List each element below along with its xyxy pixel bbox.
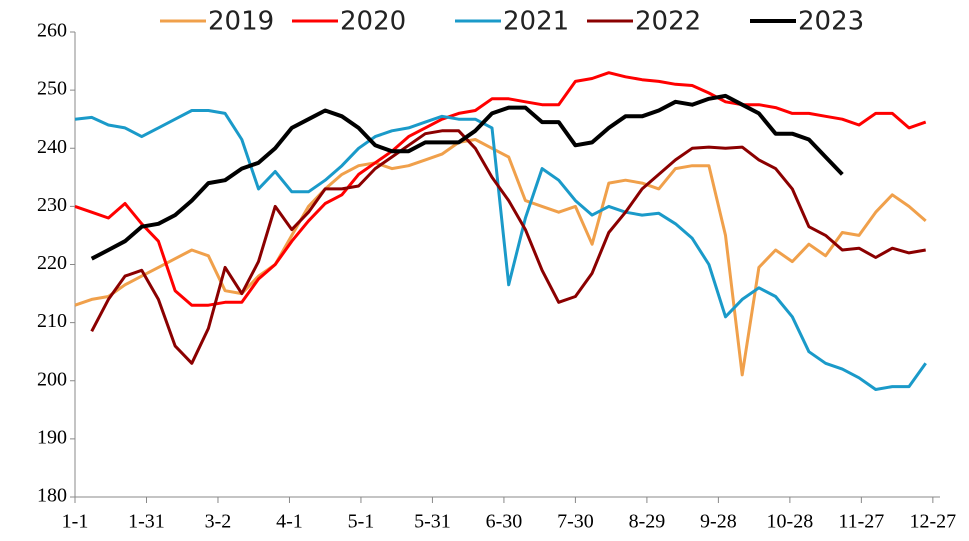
series-line [90, 93, 844, 261]
series-line [74, 109, 927, 391]
legend-label: 2023 [798, 7, 864, 37]
y-tick-label: 240 [37, 136, 67, 158]
legend-label: 2021 [503, 7, 569, 37]
y-tick-label: 210 [37, 310, 67, 332]
series-line [74, 138, 927, 377]
x-tick-label: 5-31 [414, 511, 451, 533]
y-tick-label: 260 [37, 20, 67, 42]
x-tick-label: 11-27 [838, 511, 884, 533]
x-tick-label: 1-31 [128, 511, 165, 533]
x-tick-label: 3-2 [205, 511, 232, 533]
series-line [90, 129, 926, 365]
legend-label: 2022 [635, 7, 701, 37]
x-tick-label: 9-28 [700, 511, 737, 533]
x-tick-label: 6-30 [486, 511, 523, 533]
legend-label: 2019 [208, 7, 274, 37]
y-tick-label: 200 [37, 368, 67, 390]
y-tick-label: 250 [37, 78, 67, 100]
y-tick-label: 190 [37, 426, 67, 448]
x-tick-label: 4-1 [276, 511, 303, 533]
x-tick-label: 5-1 [348, 511, 375, 533]
y-tick-label: 180 [37, 485, 67, 507]
y-tick-label: 220 [37, 252, 67, 274]
x-tick-label: 8-29 [629, 511, 666, 533]
x-tick-label: 7-30 [557, 511, 594, 533]
x-tick-label: 10-28 [767, 511, 814, 533]
x-tick-label: 12-27 [910, 511, 957, 533]
x-tick-label: 1-1 [62, 511, 89, 533]
series-line [74, 71, 927, 307]
legend-label: 2020 [340, 7, 406, 37]
y-tick-label: 230 [37, 194, 67, 216]
